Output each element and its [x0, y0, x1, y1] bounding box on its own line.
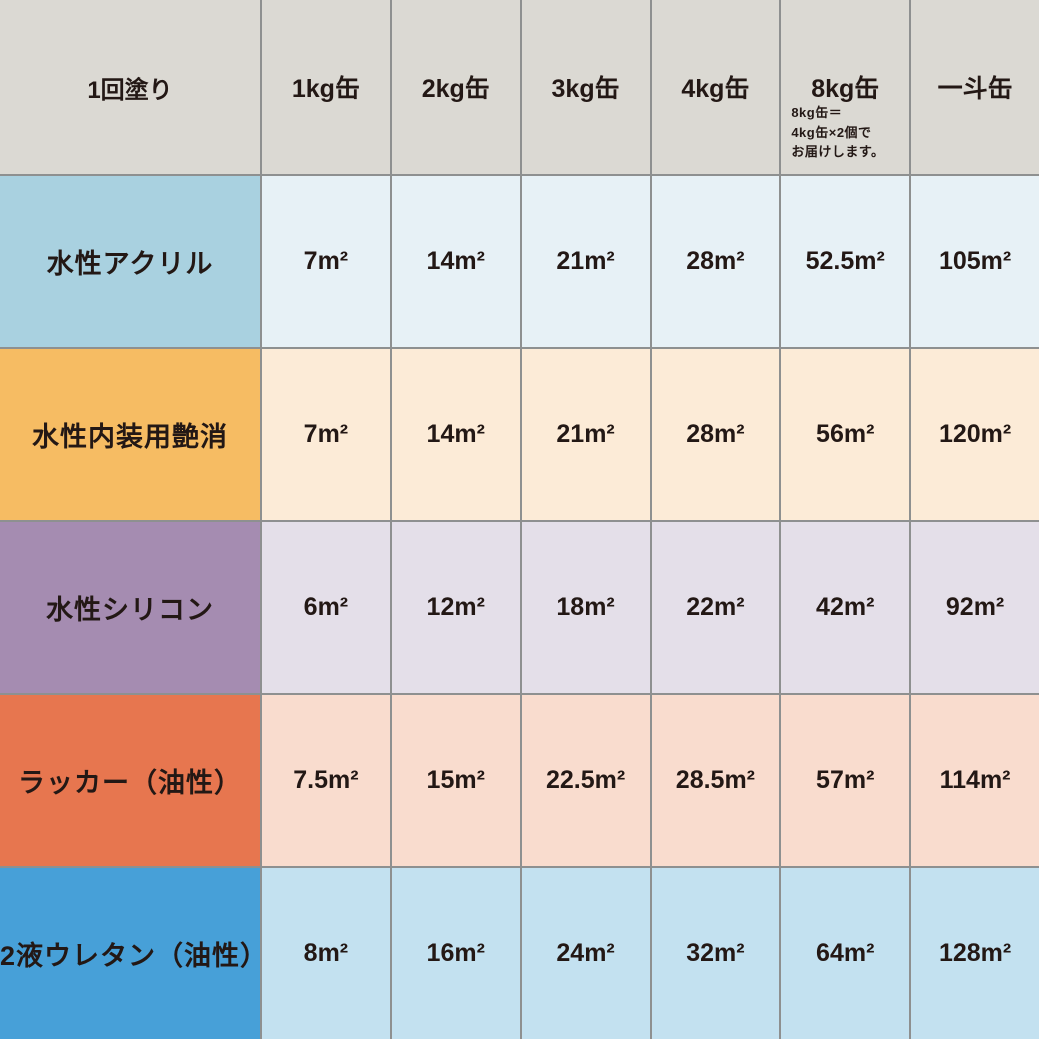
note-line: お届けします。 [791, 144, 885, 159]
table-cell: 14m² [391, 349, 520, 520]
table-cell: 8m² [262, 868, 390, 1039]
table-cell: 120m² [911, 349, 1039, 520]
table-cell: 18m² [521, 522, 650, 693]
column-header-2kg: 2kg缶 [391, 0, 520, 174]
row-label-suisei-naisou: 水性内装用艶消 [0, 349, 260, 520]
column-header-label: 4kg缶 [681, 75, 750, 103]
row-label-text: 2液ウレタン（油性） [0, 941, 269, 971]
table-cell: 42m² [781, 522, 910, 693]
row-label-text: 水性シリコン [46, 595, 214, 625]
table-cell: 28.5m² [651, 695, 780, 866]
table-cell: 57m² [781, 695, 910, 866]
note-line: 8kg缶＝ [791, 105, 843, 120]
table-cell: 105m² [911, 176, 1039, 347]
table-cell: 7m² [262, 349, 390, 520]
table-cell: 21m² [521, 349, 650, 520]
table-cell: 16m² [391, 868, 520, 1039]
table-cell: 7.5m² [262, 695, 390, 866]
row-label-urethane: 2液ウレタン（油性） [0, 868, 269, 1039]
column-header-itto: 一斗缶 [911, 0, 1039, 174]
table-cell: 22m² [651, 522, 780, 693]
column-header-8kg-note: 8kg缶＝ 4kg缶×2個で お届けします。 [791, 103, 905, 162]
table-cell: 52.5m² [781, 176, 910, 347]
note-line: 4kg缶×2個で [791, 124, 872, 140]
table-cell: 128m² [911, 868, 1039, 1039]
column-header-label: 1kg缶 [291, 75, 360, 103]
table-cell: 114m² [911, 695, 1039, 866]
row-label-suisei-silicon: 水性シリコン [0, 522, 260, 693]
corner-header: 1回塗り [0, 0, 260, 174]
column-header-label: 2kg缶 [421, 75, 490, 103]
column-header-label: 3kg缶 [551, 75, 620, 103]
row-label-text: 水性アクリル [46, 249, 214, 279]
column-header-label: 一斗缶 [937, 75, 1013, 103]
row-label-lacquer: ラッカー（油性） [0, 695, 260, 866]
table-cell: 7m² [262, 176, 390, 347]
table-cell: 64m² [781, 868, 910, 1039]
table-cell: 24m² [521, 868, 650, 1039]
table-cell: 32m² [651, 868, 780, 1039]
table-cell: 12m² [391, 522, 520, 693]
column-header-4kg: 4kg缶 [651, 0, 780, 174]
column-header-label: 8kg缶 [811, 75, 880, 103]
table-cell: 15m² [391, 695, 520, 866]
table-cell: 14m² [391, 176, 520, 347]
row-label-suisei-acrylic: 水性アクリル [0, 176, 260, 347]
row-label-text: ラッカー（油性） [18, 768, 242, 798]
table-cell: 22.5m² [521, 695, 650, 866]
corner-header-label: 1回塗り [87, 76, 173, 104]
table-cell: 6m² [262, 522, 390, 693]
column-header-1kg: 1kg缶 [262, 0, 390, 174]
column-header-8kg: 8kg缶 8kg缶＝ 4kg缶×2個で お届けします。 [781, 0, 910, 174]
table-cell: 28m² [651, 176, 780, 347]
table-cell: 21m² [521, 176, 650, 347]
row-label-text: 水性内装用艶消 [32, 422, 228, 452]
table-cell: 92m² [911, 522, 1039, 693]
table-cell: 28m² [651, 349, 780, 520]
column-header-3kg: 3kg缶 [521, 0, 650, 174]
table-cell: 56m² [781, 349, 910, 520]
